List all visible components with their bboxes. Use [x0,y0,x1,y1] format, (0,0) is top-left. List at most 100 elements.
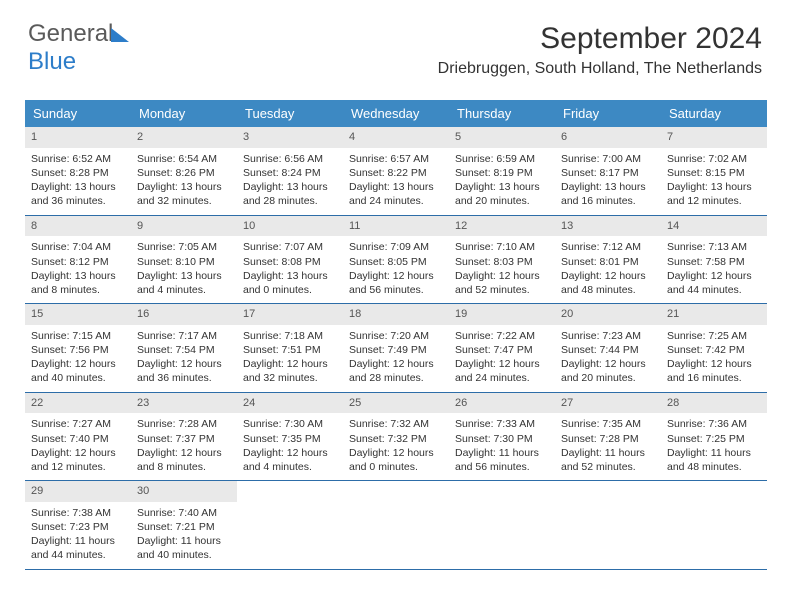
day-body: Sunrise: 7:36 AMSunset: 7:25 PMDaylight:… [661,413,767,480]
day-body: Sunrise: 6:54 AMSunset: 8:26 PMDaylight:… [131,148,237,215]
day-body: Sunrise: 7:28 AMSunset: 7:37 PMDaylight:… [131,413,237,480]
sunset-text: Sunset: 8:22 PM [349,166,443,180]
sunset-text: Sunset: 8:17 PM [561,166,655,180]
day-body: Sunrise: 7:05 AMSunset: 8:10 PMDaylight:… [131,236,237,303]
week-row: 1Sunrise: 6:52 AMSunset: 8:28 PMDaylight… [25,127,767,216]
day-cell: 13Sunrise: 7:12 AMSunset: 8:01 PMDayligh… [555,216,661,304]
day-body: Sunrise: 7:04 AMSunset: 8:12 PMDaylight:… [25,236,131,303]
day-cell: 8Sunrise: 7:04 AMSunset: 8:12 PMDaylight… [25,216,131,304]
day-body: Sunrise: 7:27 AMSunset: 7:40 PMDaylight:… [25,413,131,480]
day-cell: 24Sunrise: 7:30 AMSunset: 7:35 PMDayligh… [237,393,343,481]
day-cell: 20Sunrise: 7:23 AMSunset: 7:44 PMDayligh… [555,304,661,392]
sunset-text: Sunset: 7:47 PM [455,343,549,357]
day-cell: 11Sunrise: 7:09 AMSunset: 8:05 PMDayligh… [343,216,449,304]
daylight-text: Daylight: 13 hours and 24 minutes. [349,180,443,208]
sunset-text: Sunset: 7:56 PM [31,343,125,357]
daylight-text: Daylight: 13 hours and 32 minutes. [137,180,231,208]
day-cell: 30Sunrise: 7:40 AMSunset: 7:21 PMDayligh… [131,481,237,569]
day-cell: 3Sunrise: 6:56 AMSunset: 8:24 PMDaylight… [237,127,343,215]
sunset-text: Sunset: 8:05 PM [349,255,443,269]
sunrise-text: Sunrise: 7:05 AM [137,240,231,254]
sunset-text: Sunset: 7:35 PM [243,432,337,446]
sunset-text: Sunset: 7:30 PM [455,432,549,446]
day-number: 4 [343,127,449,148]
sunrise-text: Sunrise: 6:57 AM [349,152,443,166]
day-number: 19 [449,304,555,325]
sunrise-text: Sunrise: 6:52 AM [31,152,125,166]
sunset-text: Sunset: 7:40 PM [31,432,125,446]
daylight-text: Daylight: 12 hours and 52 minutes. [455,269,549,297]
sunset-text: Sunset: 7:49 PM [349,343,443,357]
day-number: 11 [343,216,449,237]
day-number: 13 [555,216,661,237]
daylight-text: Daylight: 12 hours and 36 minutes. [137,357,231,385]
day-cell [555,481,661,569]
day-body: Sunrise: 7:10 AMSunset: 8:03 PMDaylight:… [449,236,555,303]
day-cell: 16Sunrise: 7:17 AMSunset: 7:54 PMDayligh… [131,304,237,392]
sunrise-text: Sunrise: 7:36 AM [667,417,761,431]
day-body: Sunrise: 7:09 AMSunset: 8:05 PMDaylight:… [343,236,449,303]
daylight-text: Daylight: 12 hours and 28 minutes. [349,357,443,385]
sunset-text: Sunset: 7:32 PM [349,432,443,446]
day-cell: 29Sunrise: 7:38 AMSunset: 7:23 PMDayligh… [25,481,131,569]
sunrise-text: Sunrise: 7:30 AM [243,417,337,431]
sunrise-text: Sunrise: 7:09 AM [349,240,443,254]
daylight-text: Daylight: 12 hours and 20 minutes. [561,357,655,385]
daylight-text: Daylight: 12 hours and 40 minutes. [31,357,125,385]
sunset-text: Sunset: 8:24 PM [243,166,337,180]
sunset-text: Sunset: 7:44 PM [561,343,655,357]
day-number: 28 [661,393,767,414]
day-body: Sunrise: 7:32 AMSunset: 7:32 PMDaylight:… [343,413,449,480]
day-cell: 14Sunrise: 7:13 AMSunset: 7:58 PMDayligh… [661,216,767,304]
day-cell: 9Sunrise: 7:05 AMSunset: 8:10 PMDaylight… [131,216,237,304]
sunrise-text: Sunrise: 7:18 AM [243,329,337,343]
sunrise-text: Sunrise: 6:56 AM [243,152,337,166]
day-header: Thursday [449,100,555,127]
calendar-header-row: SundayMondayTuesdayWednesdayThursdayFrid… [25,100,767,127]
day-number: 6 [555,127,661,148]
day-body: Sunrise: 7:25 AMSunset: 7:42 PMDaylight:… [661,325,767,392]
day-cell: 26Sunrise: 7:33 AMSunset: 7:30 PMDayligh… [449,393,555,481]
daylight-text: Daylight: 13 hours and 12 minutes. [667,180,761,208]
day-number: 29 [25,481,131,502]
page-title: September 2024 [540,22,762,56]
sunset-text: Sunset: 8:08 PM [243,255,337,269]
daylight-text: Daylight: 13 hours and 36 minutes. [31,180,125,208]
day-number: 8 [25,216,131,237]
day-body: Sunrise: 7:20 AMSunset: 7:49 PMDaylight:… [343,325,449,392]
daylight-text: Daylight: 12 hours and 8 minutes. [137,446,231,474]
day-cell: 23Sunrise: 7:28 AMSunset: 7:37 PMDayligh… [131,393,237,481]
day-body: Sunrise: 7:15 AMSunset: 7:56 PMDaylight:… [25,325,131,392]
sunset-text: Sunset: 7:37 PM [137,432,231,446]
sunrise-text: Sunrise: 7:40 AM [137,506,231,520]
daylight-text: Daylight: 12 hours and 0 minutes. [349,446,443,474]
day-cell: 5Sunrise: 6:59 AMSunset: 8:19 PMDaylight… [449,127,555,215]
daylight-text: Daylight: 13 hours and 28 minutes. [243,180,337,208]
day-number: 23 [131,393,237,414]
day-header: Sunday [25,100,131,127]
logo-text-blue: Blue [28,48,76,75]
daylight-text: Daylight: 12 hours and 44 minutes. [667,269,761,297]
daylight-text: Daylight: 12 hours and 56 minutes. [349,269,443,297]
daylight-text: Daylight: 11 hours and 48 minutes. [667,446,761,474]
day-body: Sunrise: 7:33 AMSunset: 7:30 PMDaylight:… [449,413,555,480]
sunset-text: Sunset: 8:12 PM [31,255,125,269]
day-cell [661,481,767,569]
week-row: 22Sunrise: 7:27 AMSunset: 7:40 PMDayligh… [25,393,767,482]
day-body: Sunrise: 6:52 AMSunset: 8:28 PMDaylight:… [25,148,131,215]
daylight-text: Daylight: 12 hours and 32 minutes. [243,357,337,385]
day-cell: 4 Sunrise: 6:57 AMSunset: 8:22 PMDaylight… [343,127,449,215]
logo-text-gray: General [28,20,113,47]
day-number: 26 [449,393,555,414]
location-subtitle: Driebruggen, South Holland, The Netherla… [438,60,762,78]
day-cell: 25Sunrise: 7:32 AMSunset: 7:32 PMDayligh… [343,393,449,481]
sunrise-text: Sunrise: 7:27 AM [31,417,125,431]
sunrise-text: Sunrise: 7:23 AM [561,329,655,343]
day-cell: 1Sunrise: 6:52 AMSunset: 8:28 PMDaylight… [25,127,131,215]
day-number: 17 [237,304,343,325]
sunrise-text: Sunrise: 7:28 AM [137,417,231,431]
daylight-text: Daylight: 12 hours and 24 minutes. [455,357,549,385]
day-body: Sunrise: 7:38 AMSunset: 7:23 PMDaylight:… [25,502,131,569]
week-row: 8Sunrise: 7:04 AMSunset: 8:12 PMDaylight… [25,216,767,305]
day-number: 9 [131,216,237,237]
